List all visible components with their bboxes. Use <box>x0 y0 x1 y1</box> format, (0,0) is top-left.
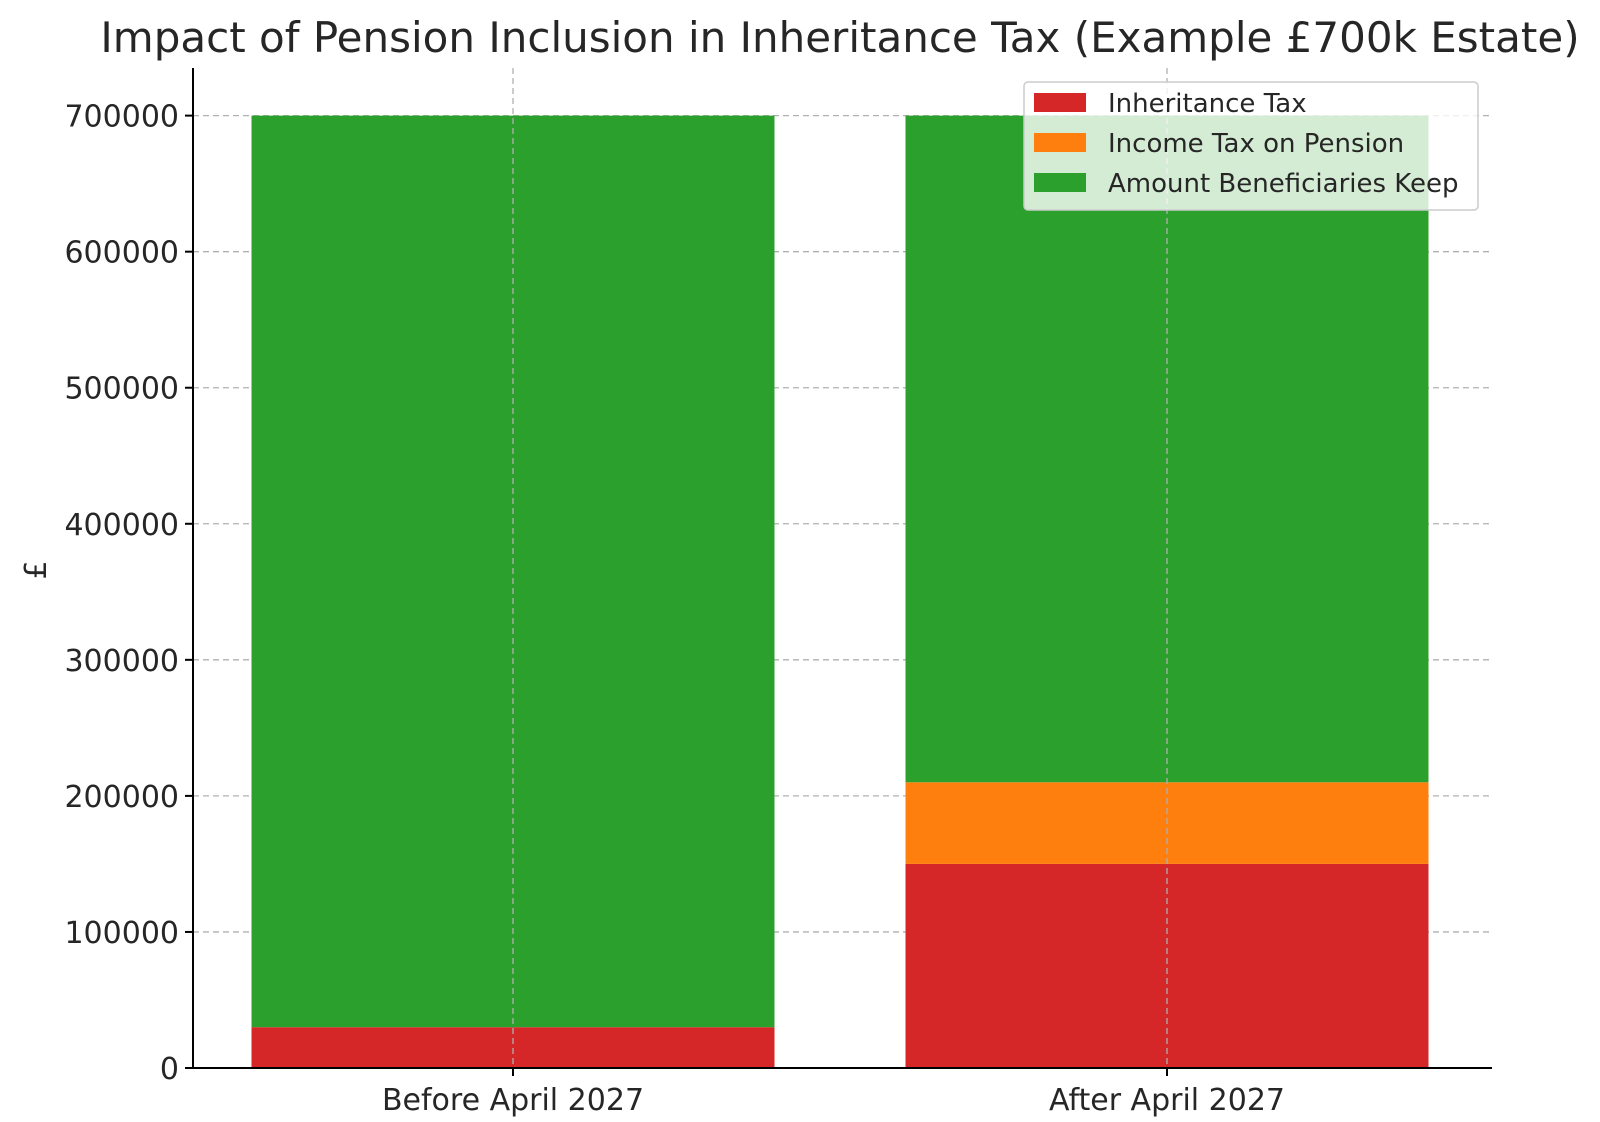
y-tick-label: 500000 <box>64 372 179 407</box>
y-axis-label: £ <box>19 560 54 579</box>
bar-segment-inheritance-tax <box>905 863 1429 1068</box>
y-tick-label: 300000 <box>64 644 179 679</box>
legend-swatch <box>1034 93 1086 112</box>
vertical-grid-lines <box>512 68 1168 1068</box>
bars <box>251 115 1429 1068</box>
y-tick-label: 200000 <box>64 780 179 815</box>
chart-title: Impact of Pension Inclusion in Inheritan… <box>100 13 1579 62</box>
x-ticks: Before April 2027 After April 2027 <box>382 1068 1285 1118</box>
y-tick-label: 400000 <box>64 508 179 543</box>
legend-swatch <box>1034 173 1086 192</box>
legend: Inheritance Tax Income Tax on Pension Amou… <box>1023 81 1479 211</box>
y-ticks: 0 100000 200000 300000 400000 500000 600000 700… <box>64 100 193 1087</box>
legend-label: Inheritance Tax <box>1108 89 1307 119</box>
y-tick-label: 100000 <box>64 916 179 951</box>
y-tick-label: 0 <box>160 1052 179 1087</box>
legend-swatch <box>1034 133 1086 152</box>
x-tick-label: Before April 2027 <box>382 1083 644 1118</box>
y-tick-label: 600000 <box>64 236 179 271</box>
legend-label: Income Tax on Pension <box>1108 129 1404 159</box>
x-tick-label: After April 2027 <box>1049 1083 1285 1118</box>
y-tick-label: 700000 <box>64 100 179 135</box>
legend-label: Amount Beneficiaries Keep <box>1108 169 1459 199</box>
legend-frame <box>1023 81 1479 211</box>
